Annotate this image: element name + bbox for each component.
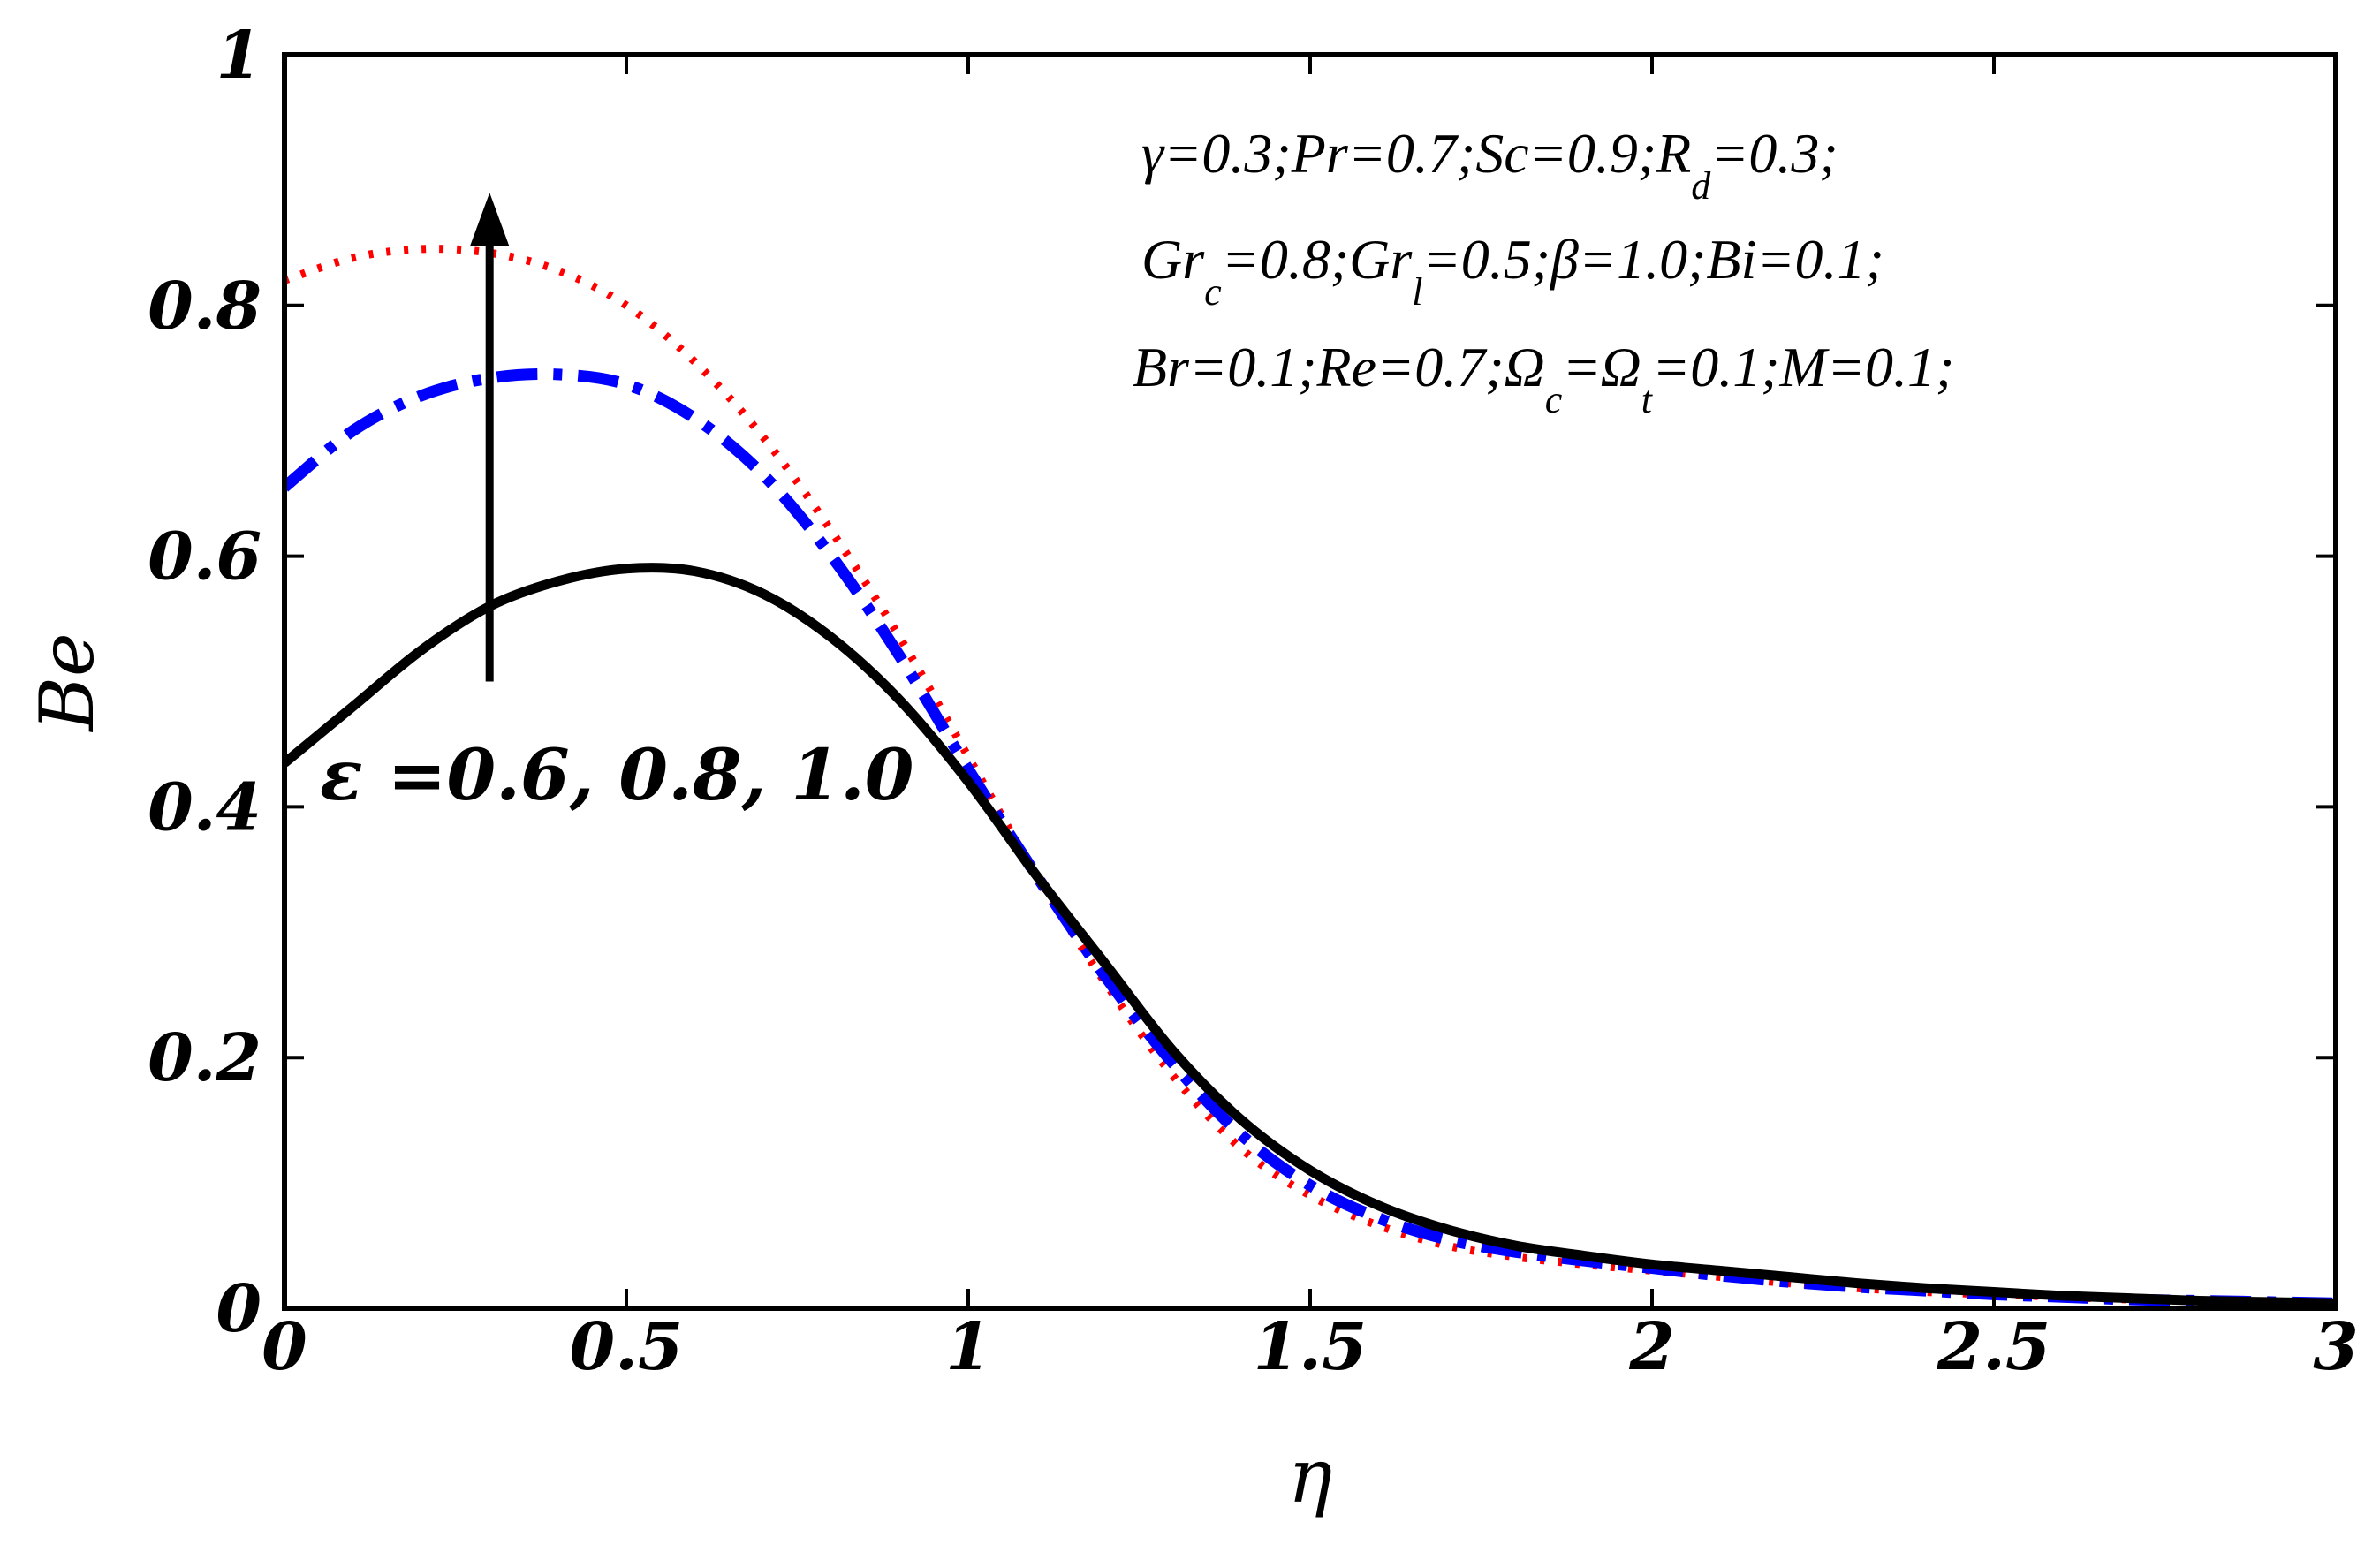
x-axis-label: η (1288, 1433, 1332, 1519)
x-tick-label: 0.5 (570, 1309, 684, 1385)
parameter-subscript: t (1641, 378, 1654, 421)
series-line-2 (284, 367, 2336, 1308)
parameter-segment: =0.3; (1710, 122, 1838, 185)
annotation-label: ε =0.6, 0.8, 1.0 (320, 733, 913, 816)
parameter-line-3: Br=0.1;Re=0.7;Ω (1133, 336, 1545, 398)
series-layer (284, 245, 2336, 1308)
parameter-segment: =0.8;Gr (1222, 228, 1414, 291)
series-line-1 (284, 563, 2336, 1308)
x-tick-label: 3 (2313, 1309, 2359, 1385)
ticks-layer: 0 0.5 1 1.5 2 2.5 3 0 0.2 0.4 0.6 0.8 1 (148, 18, 2359, 1385)
x-tick-label: 1 (945, 1309, 991, 1385)
parameter-segment: =0.1;M=0.1; (1652, 336, 1954, 398)
annotation-layer: ε =0.6, 0.8, 1.0 (320, 193, 913, 816)
parameter-segment: =Ω (1562, 336, 1641, 398)
x-tick-label: 1.5 (1254, 1309, 1368, 1385)
parameter-line-1: γ=0.3;Pr=0.7;Sc=0.9;R (1141, 122, 1691, 185)
y-tick-label: 0.4 (148, 769, 261, 845)
parameter-block: γ=0.3;Pr=0.7;Sc=0.9;Rd=0.3; Grc=0.8;Grl=0… (1133, 122, 1954, 421)
parameter-subscript: l (1412, 270, 1422, 314)
parameter-subscript: c (1204, 270, 1222, 314)
y-tick-label: 1 (216, 18, 262, 94)
y-tick-label: 0 (216, 1271, 262, 1347)
parameter-subscript: d (1691, 164, 1711, 208)
y-tick-label: 0.6 (148, 519, 261, 595)
annotation-arrow-head (470, 193, 510, 246)
x-tick-label: 2.5 (1937, 1309, 2051, 1385)
y-tick-label: 0.8 (148, 269, 261, 345)
x-tick-label: 2 (1628, 1309, 1675, 1385)
parameter-segment: =0.5;β=1.0;Bi=0.1; (1423, 228, 1884, 291)
x-tick-label: 0 (261, 1309, 307, 1385)
parameter-subscript: c (1545, 378, 1563, 421)
parameter-line-2: Gr (1141, 228, 1205, 291)
y-axis-label: Be (24, 632, 110, 732)
y-tick-label: 0.2 (148, 1020, 261, 1096)
